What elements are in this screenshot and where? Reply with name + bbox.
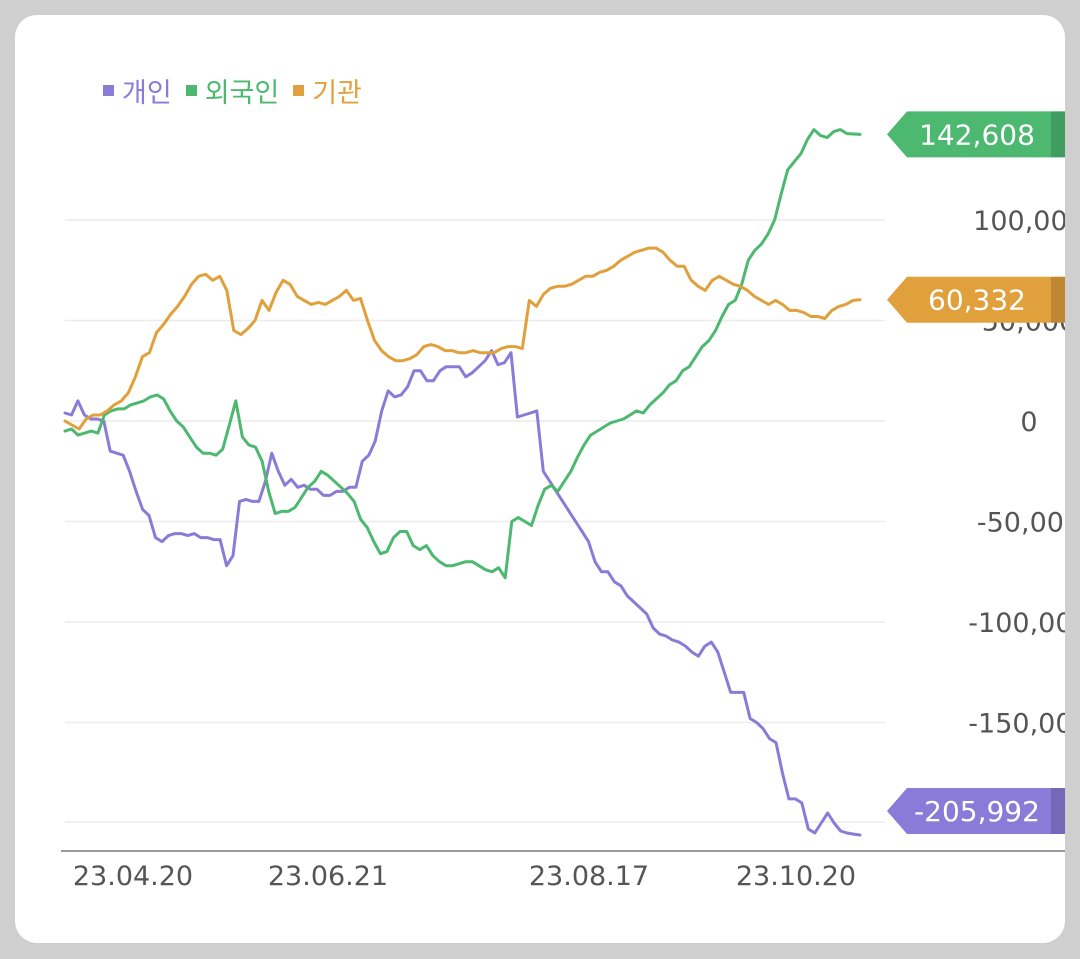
legend-swatch-institution (293, 85, 305, 96)
value-tag-foreign (887, 111, 1065, 158)
y-tick-label: 100,000 (973, 206, 1065, 237)
value-tag-edge (1051, 276, 1065, 323)
x-tick-label: 23.10.20 (736, 861, 856, 892)
value-tag-edge (1051, 111, 1065, 158)
series-line-institution (63, 246, 862, 431)
value-tag-label-institution: 60,332 (928, 284, 1026, 317)
chart-card: 개인 외국인 기관 100,00050,0000-50,000-100,000-… (15, 15, 1065, 943)
legend-swatch-foreign (185, 85, 197, 96)
y-tick-label: -50,000 (977, 508, 1065, 539)
legend-item-foreign[interactable]: 외국인 (185, 71, 280, 110)
legend-swatch-individual (103, 85, 114, 96)
y-tick-label: -100,000 (968, 608, 1065, 639)
value-tag-individual (887, 788, 1065, 834)
value-tag-institution (887, 276, 1065, 323)
x-tick-label: 23.06.21 (268, 861, 388, 892)
legend-item-individual[interactable]: 개인 (103, 71, 172, 110)
legend-item-institution[interactable]: 기관 (293, 71, 362, 110)
x-tick-label: 23.04.20 (73, 861, 193, 892)
value-tag-label-foreign: 142,608 (919, 118, 1035, 151)
x-tick-label: 23.08.17 (529, 861, 649, 892)
y-tick-label: -150,000 (968, 709, 1065, 740)
line-chart: 100,00050,0000-50,000-100,000-150,00023.… (61, 111, 1065, 892)
series-line-foreign (63, 128, 862, 580)
legend: 개인 외국인 기관 (103, 71, 370, 110)
value-tag-label-individual: -205,992 (914, 795, 1040, 828)
legend-label-institution: 기관 (312, 78, 362, 109)
value-tag-edge (1051, 788, 1065, 834)
legend-label-foreign: 외국인 (204, 78, 280, 109)
series-line-individual (63, 349, 862, 837)
legend-label-individual: 개인 (122, 78, 172, 109)
y-tick-label: 0 (1020, 407, 1037, 438)
